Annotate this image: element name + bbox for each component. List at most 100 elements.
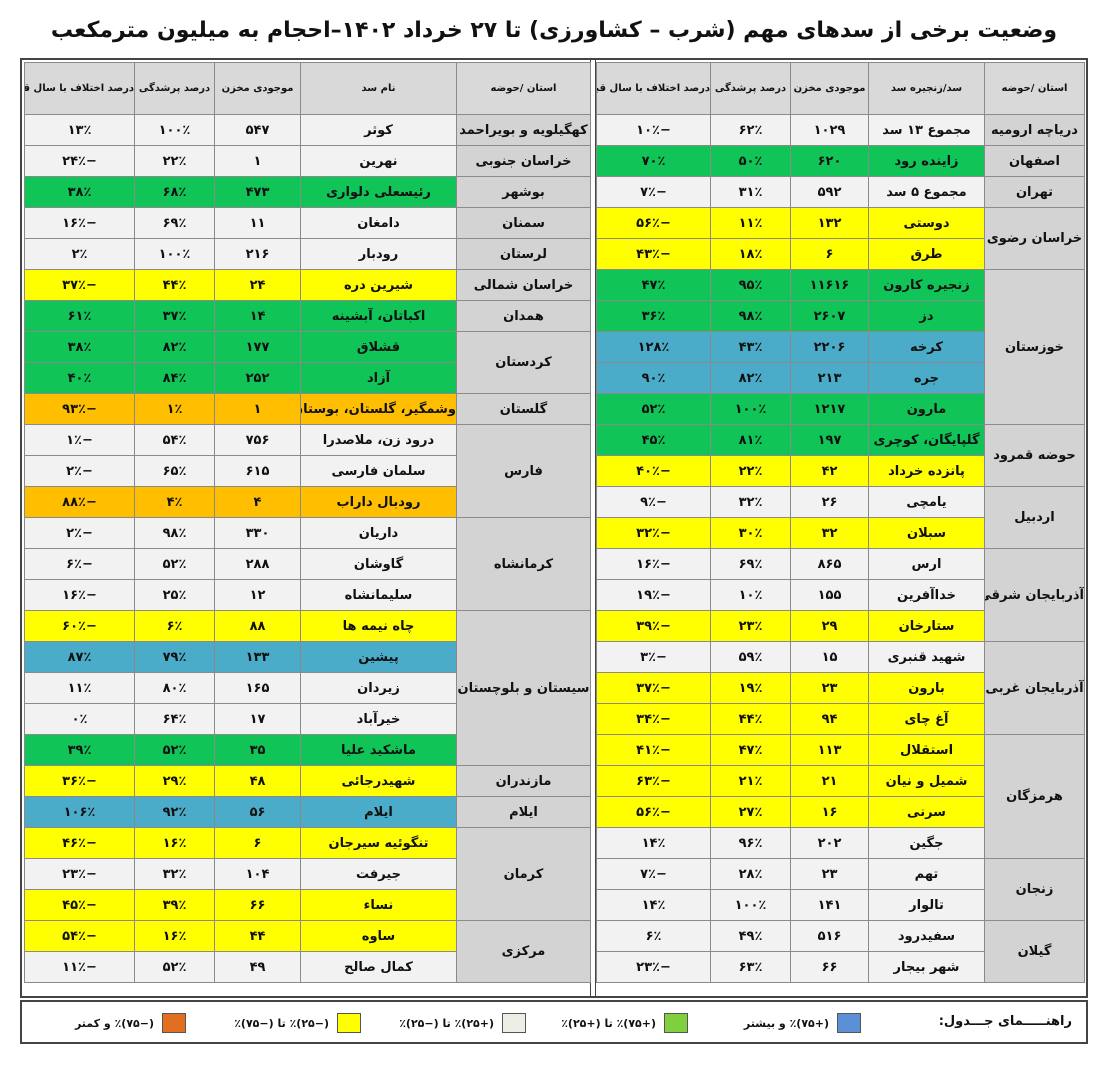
yoy-difference-cell: ۰٪ bbox=[24, 703, 135, 735]
table-row: کردستان قشلاق ۱۷۷ ۸۲٪ ۳۸٪ bbox=[24, 331, 591, 394]
yoy-difference-cell: −۱۶٪ bbox=[24, 579, 135, 611]
header-province: استان /حوضه bbox=[984, 62, 1085, 115]
yoy-difference-cell: ۶۱٪ bbox=[24, 300, 135, 332]
table-row: آذربایجان غربی شهید قنبری ۱۵ ۵۹٪ −۳٪ bbox=[596, 641, 1085, 735]
yoy-difference-cell: −۵۴٪ bbox=[24, 920, 135, 952]
province-cell: فارس bbox=[456, 424, 591, 518]
yoy-difference-cell: −۶۳٪ bbox=[596, 765, 711, 797]
table-row: سبلان ۳۲ ۳۰٪ −۳۲٪ bbox=[596, 517, 1085, 549]
volume-cell: ۵۱۶ bbox=[790, 920, 869, 952]
yoy-difference-cell: −۳۴٪ bbox=[596, 703, 711, 735]
fill-percent-cell: ۸۰٪ bbox=[134, 672, 215, 704]
volume-cell: ۴۴ bbox=[214, 920, 301, 952]
yoy-difference-cell: −۳۶٪ bbox=[24, 765, 135, 797]
yoy-difference-cell: −۶٪ bbox=[24, 548, 135, 580]
dam-name-cell: سبلان bbox=[868, 517, 985, 549]
table-divider bbox=[590, 60, 596, 996]
dam-name-cell: زاینده رود bbox=[868, 145, 985, 177]
dam-name-cell: گاوشان bbox=[300, 548, 457, 580]
header-yoy-difference: درصد اختلاف با سال قبل bbox=[24, 62, 135, 115]
province-cell: زنجان bbox=[984, 858, 1085, 921]
table-row: آغ چای ۹۴ ۴۴٪ −۳۴٪ bbox=[596, 703, 1085, 735]
volume-cell: ۱۱۶۱۶ bbox=[790, 269, 869, 301]
yoy-difference-cell: −۶۰٪ bbox=[24, 610, 135, 642]
fill-percent-cell: ۶۸٪ bbox=[134, 176, 215, 208]
fill-percent-cell: ۷۹٪ bbox=[134, 641, 215, 673]
yoy-difference-cell: ۱۱٪ bbox=[24, 672, 135, 704]
table-row: دریاچه ارومیه مجموع ۱۳ سد ۱۰۲۹ ۶۲٪ −۱۰٪ bbox=[596, 114, 1085, 146]
dam-name-cell: رودبال داراب bbox=[300, 486, 457, 518]
yoy-difference-cell: −۷٪ bbox=[596, 858, 711, 890]
province-cell: تهران bbox=[984, 176, 1085, 208]
fill-percent-cell: ۵۰٪ bbox=[710, 145, 791, 177]
fill-percent-cell: ۶۲٪ bbox=[710, 114, 791, 146]
fill-percent-cell: ۸۲٪ bbox=[710, 362, 791, 394]
dam-name-cell: شمیل و نیان bbox=[868, 765, 985, 797]
volume-cell: ۱ bbox=[214, 393, 301, 425]
volume-cell: ۴۷۳ bbox=[214, 176, 301, 208]
table-row: ستارخان ۲۹ ۲۳٪ −۳۹٪ bbox=[596, 610, 1085, 642]
province-cell: مرکزی bbox=[456, 920, 591, 983]
volume-cell: ۶۶ bbox=[790, 951, 869, 983]
volume-cell: ۷۵۶ bbox=[214, 424, 301, 456]
volume-cell: ۲۶۰۷ bbox=[790, 300, 869, 332]
table-row: اردبیل یامچی ۲۶ ۳۲٪ −۹٪ bbox=[596, 486, 1085, 549]
province-cell: خراسان رضوی bbox=[984, 207, 1085, 270]
table-row: کرمان تنگوئیه سیرجان ۶ ۱۶٪ −۴۶٪ bbox=[24, 827, 591, 921]
province-cell: کهگیلویه و بویراحمد bbox=[456, 114, 591, 146]
legend-swatch bbox=[502, 1013, 526, 1033]
volume-cell: ۲۱۳ bbox=[790, 362, 869, 394]
yoy-difference-cell: −۹٪ bbox=[596, 486, 711, 518]
volume-cell: ۱۰۴ bbox=[214, 858, 301, 890]
yoy-difference-cell: ۷۰٪ bbox=[596, 145, 711, 177]
dam-name-cell: نساء bbox=[300, 889, 457, 921]
table-row: خراسان جنوبی نهرین ۱ ۲۲٪ −۲۴٪ bbox=[24, 145, 591, 177]
province-cell: سیستان و بلوچستان bbox=[456, 610, 591, 766]
province-cell: گلستان bbox=[456, 393, 591, 425]
header-fill-percent: درصد پرشدگی bbox=[710, 62, 791, 115]
table-row: ایلام ایلام ۵۶ ۹۲٪ ۱۰۶٪ bbox=[24, 796, 591, 828]
volume-cell: ۲۴ bbox=[214, 269, 301, 301]
province-cell: گیلان bbox=[984, 920, 1085, 983]
dam-name-cell: زیردان bbox=[300, 672, 457, 704]
fill-percent-cell: ۹۶٪ bbox=[710, 827, 791, 859]
table-row: همدان اکباتان، آبشینه ۱۴ ۳۷٪ ۶۱٪ bbox=[24, 300, 591, 332]
yoy-difference-cell: −۳٪ bbox=[596, 641, 711, 673]
yoy-difference-cell: ۱۰۶٪ bbox=[24, 796, 135, 828]
fill-percent-cell: ۸۱٪ bbox=[710, 424, 791, 456]
yoy-difference-cell: −۷٪ bbox=[596, 176, 711, 208]
yoy-difference-cell: −۴۰٪ bbox=[596, 455, 711, 487]
dam-name-cell: استقلال bbox=[868, 734, 985, 766]
yoy-difference-cell: −۵۶٪ bbox=[596, 207, 711, 239]
fill-percent-cell: ۱۶٪ bbox=[134, 920, 215, 952]
right-dam-table-panel: استان /حوضه سد/زنجیره سد موجودی مخزن درص… bbox=[596, 62, 1085, 996]
fill-percent-cell: ۱۶٪ bbox=[134, 827, 215, 859]
yoy-difference-cell: ۳۶٪ bbox=[596, 300, 711, 332]
table-row: تهران مجموع ۵ سد ۵۹۲ ۳۱٪ −۷٪ bbox=[596, 176, 1085, 208]
volume-cell: ۱ bbox=[214, 145, 301, 177]
dam-name-cell: دامغان bbox=[300, 207, 457, 239]
province-cell: مازندران bbox=[456, 765, 591, 797]
dam-name-cell: سلیمانشاه bbox=[300, 579, 457, 611]
volume-cell: ۱۱ bbox=[214, 207, 301, 239]
volume-cell: ۱۶۵ bbox=[214, 672, 301, 704]
province-cell: اصفهان bbox=[984, 145, 1085, 177]
table-row: ماشکید علیا ۳۵ ۵۲٪ ۳۹٪ bbox=[24, 734, 591, 766]
volume-cell: ۲۲۰۶ bbox=[790, 331, 869, 363]
table-row: اصفهان زاینده رود ۶۲۰ ۵۰٪ ۷۰٪ bbox=[596, 145, 1085, 177]
fill-percent-cell: ۳۹٪ bbox=[134, 889, 215, 921]
fill-percent-cell: ۲۲٪ bbox=[710, 455, 791, 487]
dam-name-cell: آزاد bbox=[300, 362, 457, 394]
table-row: خراسان شمالی شیرین دره ۲۴ ۴۴٪ −۳۷٪ bbox=[24, 269, 591, 301]
volume-cell: ۴۸ bbox=[214, 765, 301, 797]
dam-name-cell: شهر بیجار bbox=[868, 951, 985, 983]
tables-frame: استان /حوضه سد/زنجیره سد موجودی مخزن درص… bbox=[20, 58, 1088, 998]
yoy-difference-cell: −۱۹٪ bbox=[596, 579, 711, 611]
page-title: وضعیت برخی از سدهای مهم (شرب – کشاورزی) … bbox=[50, 18, 1058, 43]
dam-name-cell: ساوه bbox=[300, 920, 457, 952]
dam-name-cell: دوستی bbox=[868, 207, 985, 239]
yoy-difference-cell: ۶٪ bbox=[596, 920, 711, 952]
fill-percent-cell: ۴۳٪ bbox=[710, 331, 791, 363]
yoy-difference-cell: −۱۶٪ bbox=[24, 207, 135, 239]
yoy-difference-cell: −۴۵٪ bbox=[24, 889, 135, 921]
